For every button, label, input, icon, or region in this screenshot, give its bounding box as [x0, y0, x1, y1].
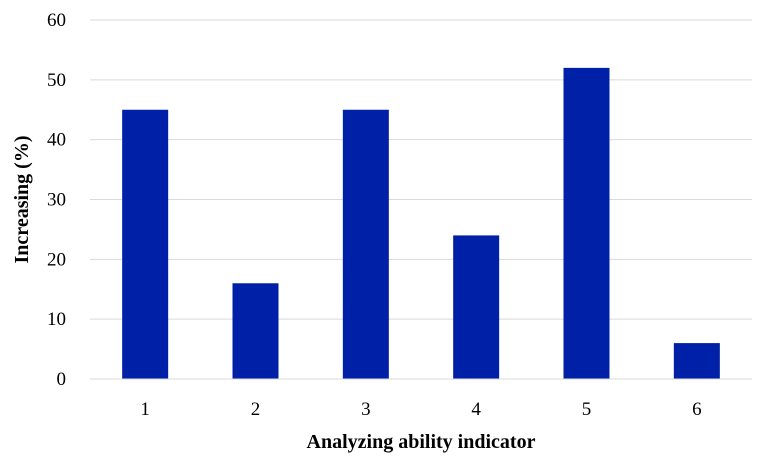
y-tick-label: 30	[47, 190, 66, 211]
bars	[122, 67, 720, 379]
x-tick-label: 2	[251, 399, 261, 420]
y-tick-label: 50	[47, 70, 66, 91]
bar-4	[453, 235, 500, 379]
y-tick-label: 0	[57, 369, 67, 390]
bar-3	[342, 109, 389, 379]
y-tick-label: 40	[47, 130, 66, 151]
x-tick-label: 6	[692, 399, 702, 420]
gridlines	[90, 19, 752, 320]
y-tick-label: 20	[47, 249, 66, 270]
y-axis-title: Increasing (%)	[11, 136, 33, 264]
x-tick-label: 5	[582, 399, 592, 420]
bar-6	[673, 343, 720, 379]
bar-2	[232, 283, 279, 379]
x-tick-label: 1	[140, 399, 150, 420]
x-tick-label: 3	[361, 399, 371, 420]
y-tick-label: 60	[47, 10, 66, 31]
x-axis-title: Analyzing ability indicator	[307, 431, 536, 453]
bar-1	[122, 109, 169, 379]
x-tick-label: 4	[471, 399, 481, 420]
y-axis-tick-labels: 0 10 20 30 40 50 60	[47, 10, 66, 390]
bar-5	[563, 67, 610, 379]
y-tick-label: 10	[47, 309, 66, 330]
x-axis-tick-labels: 1 2 3 4 5 6	[140, 399, 701, 420]
